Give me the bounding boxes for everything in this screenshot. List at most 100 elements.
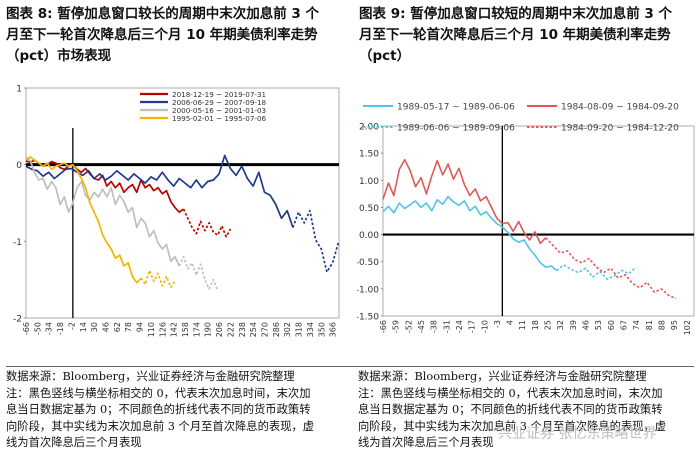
chart-9-notes: 数据来源：Bloomberg，兴业证券经济与金融研究院整理 注：黑色竖线与横坐标… [358,369,694,452]
x-tick-label: -45 [417,320,426,333]
x-tick-label: 81 [645,320,654,330]
y-tick-label: -1 [13,238,22,248]
source-line: 数据来源：Bloomberg，兴业证券经济与金融研究院整理 [6,370,295,383]
legend-label: 2006-06-29 ~ 2007-09-18 [172,98,267,107]
legend-label: 1989-05-17 ~ 1989-06-06 [397,103,515,113]
x-tick-label: 30 [90,322,99,332]
legend-label: 1984-09-20 ~ 1984-12-20 [561,124,679,134]
x-tick-label: 46 [582,320,591,330]
plot-frame [382,125,695,317]
source-line: 数据来源：Bloomberg，兴业证券经济与金融研究院整理 [358,370,647,383]
title-line: （pct）市场表现 [6,48,112,64]
note-line: 注：黑色竖线与横坐标相交的 0，代表末次加息时间，末次加 [358,386,663,400]
x-tick-label: 142 [170,322,179,337]
x-tick-label: 350 [317,322,326,337]
series-line-dashed [556,264,637,280]
title-line: （pct） [359,48,411,64]
chart-9-title: 图表 9: 暂停加息窗口较短的周期中末次加息前 3 个 月至下一轮首次降息后三个… [359,4,699,67]
note-line: 线为首次降息后三个月表现 [358,436,494,449]
series-line-dashed [545,237,677,300]
x-tick-label: 74 [632,320,641,330]
x-tick-label: 62 [113,322,122,332]
series-line [25,156,181,267]
x-tick-label: 318 [295,322,304,337]
series-line-dashed [292,209,340,273]
x-tick-label: 286 [272,322,281,337]
x-tick-label: 110 [147,322,156,337]
x-tick-label: 254 [249,322,258,337]
x-tick-label: -3 [493,320,502,328]
x-tick-label: -50 [33,322,42,335]
x-tick-label: 4 [506,320,515,325]
x-tick-label: -24 [455,320,464,333]
x-tick-label: -66 [22,322,31,335]
x-tick-label: 88 [657,320,666,330]
series-line-dashed [182,208,232,238]
title-line: 图表 9: 暂停加息窗口较短的周期中末次加息前 3 个 [359,6,672,22]
chart-9-plot: -1.50-1.00-0.500.000.501.001.502.00-66-5… [357,103,695,335]
x-tick-label: 60 [607,320,616,330]
y-tick-label: -1.00 [357,285,379,295]
x-tick-label: 270 [260,322,269,337]
x-tick-label: 39 [569,320,578,330]
y-tick-label: -0.50 [357,258,379,268]
x-tick-label: 46 [101,322,110,332]
x-tick-label: 18 [531,320,540,330]
note-line: 息当日数据定基为 0；不同颜色的折线代表不同的货币政策转 [358,403,663,416]
chart-8-plot: -2-101-66 -50 -34 -18 -2 14 30 46 62 78 94 110 126 14… [13,85,340,337]
plot-frame [25,87,340,319]
legend-label: 1984-08-09 ~ 1984-09-20 [561,103,679,113]
y-tick-label: 1 [16,85,22,95]
x-tick-label: -38 [430,320,439,333]
x-tick-label: 11 [518,320,527,330]
x-tick-label: 222 [226,322,235,337]
x-tick-label: -2 [67,322,76,330]
x-tick-label: -59 [392,320,401,333]
note-line: 注：黑色竖线与横坐标相交的 0，代表末次加息时间，末次加 [6,386,311,400]
watermark: 兴业证券 张忆东策略世界 [498,426,657,442]
x-tick-label: 190 [204,322,213,337]
x-tick-label: 53 [594,320,603,330]
title-line: 月至下一轮首次降息后三个月 10 年期美债利率走势 [6,27,318,43]
legend-label: 1989-06-06 ~ 1989-09-06 [397,124,515,134]
notes-section: 数据来源：Bloomberg，兴业证券经济与金融研究院整理 注：黑色竖线与横坐标… [6,366,694,450]
x-tick-label: 102 [683,320,692,335]
y-tick-label: 0 [16,161,22,171]
x-tick-label: 78 [124,322,133,332]
x-tick-label: 94 [136,322,145,332]
x-tick-label: 126 [158,322,167,337]
x-tick-label: 238 [238,322,247,337]
x-tick-label: -17 [468,320,477,333]
y-tick-label: -2 [13,315,22,325]
x-tick-label: 302 [283,322,292,337]
y-tick-label: 0.00 [359,231,379,241]
x-tick-label: -66 [379,320,388,333]
series-line-dashed [178,255,219,291]
series-line-dashed [140,269,176,289]
x-tick-label: 25 [544,320,553,330]
x-tick-label: 32 [556,320,565,330]
x-tick-label: -52 [404,320,413,333]
series-line [25,156,142,284]
chart-8-notes: 数据来源：Bloomberg，兴业证券经济与金融研究院整理 注：黑色竖线与横坐标… [6,369,342,452]
y-tick-label: -1.50 [357,313,379,323]
x-tick-label: -34 [45,322,54,335]
x-tick-label: 14 [79,322,88,332]
note-line: 息当日数据定基为 0；不同颜色的折线代表不同的货币政策转 [6,403,311,416]
note-line: 向阶段，其中实线为末次加息前 3 个月至首次降息的表现，虚 [358,419,667,433]
note-line: 向阶段，其中实线为末次加息前 3 个月至首次降息的表现，虚 [6,419,315,433]
x-tick-label: -18 [56,322,65,335]
chart-8-title: 图表 8: 暂停加息窗口较长的周期中末次加息前 3 个 月至下一轮首次降息后三个… [6,4,346,67]
legend-label: 2000-05-16 ~ 2001-01-03 [172,106,266,115]
legend-label: 1995-02-01 ~ 1995-07-06 [172,114,267,123]
x-tick-label: 95 [670,320,679,330]
title-line: 月至下一轮首次降息后三个月 10 年期美债利率走势 [359,27,671,43]
x-tick-label: -31 [442,320,451,333]
x-tick-label: 334 [306,322,315,337]
y-tick-label: 1.00 [359,177,379,187]
y-tick-label: 1.50 [359,150,379,160]
title-line: 图表 8: 暂停加息窗口较长的周期中末次加息前 3 个 [6,6,319,22]
x-tick-label: 158 [181,322,190,337]
legend-label: 2018-12-19 ~ 2019-07-31 [172,90,266,99]
y-tick-label: 0.50 [359,204,379,214]
